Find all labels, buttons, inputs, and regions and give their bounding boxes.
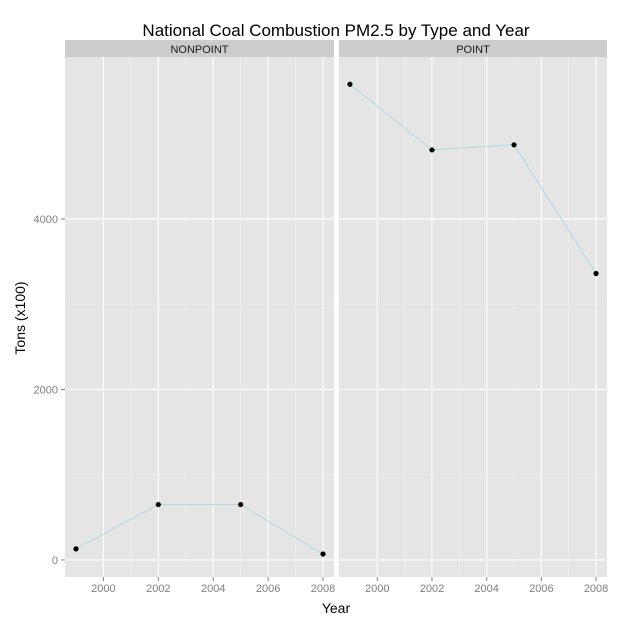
x-tick-label: 2002 — [146, 583, 170, 595]
x-tick-label: 2002 — [420, 583, 444, 595]
y-tick-label: 4000 — [34, 214, 58, 226]
y-tick-label: 0 — [52, 555, 58, 567]
series-line — [75, 504, 324, 555]
x-tick-label: 2006 — [529, 583, 553, 595]
x-tick-label: 2000 — [91, 583, 115, 595]
y-axis-title: Tons (x100) — [12, 281, 28, 354]
data-point — [73, 546, 79, 552]
facet-strip — [65, 40, 334, 57]
plot-area: NONPOINT 2000 2002 2004 2006 2008 POINT 2000 200… — [34, 40, 608, 595]
data-point — [238, 501, 244, 508]
x-tick-label: 2006 — [256, 583, 280, 595]
x-tick-label: 2004 — [474, 583, 498, 595]
chart-title: National Coal Combustion PM2.5 by Type a… — [142, 21, 529, 40]
panel-background — [65, 57, 334, 577]
facet-strip — [339, 40, 607, 57]
facet-strip-label: NONPOINT — [170, 44, 228, 56]
data-point — [511, 142, 517, 148]
series-line — [349, 83, 597, 274]
data-point — [593, 270, 599, 277]
panel-background — [339, 57, 607, 577]
facet-strip-label: POINT — [456, 44, 490, 56]
x-axis-title: Year — [322, 600, 351, 616]
data-point — [155, 501, 161, 508]
x-tick-label: 2008 — [584, 583, 608, 595]
data-point — [320, 551, 326, 557]
x-tick-label: 2000 — [365, 583, 389, 595]
y-tick-label: 2000 — [34, 384, 58, 396]
x-tick-label: 2004 — [201, 583, 225, 595]
data-point — [347, 81, 353, 87]
data-point — [429, 147, 435, 153]
x-tick-label: 2008 — [311, 583, 335, 595]
